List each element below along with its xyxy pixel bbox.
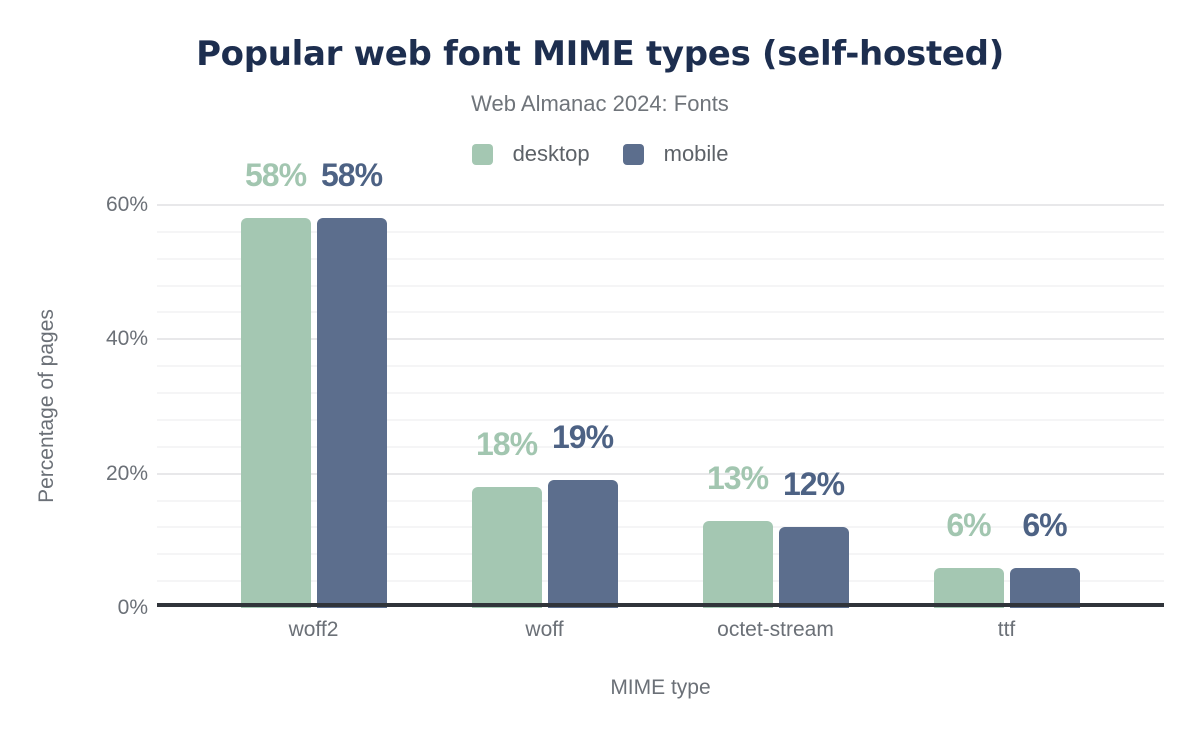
value-label-mobile-ttf: 6%: [1022, 506, 1067, 543]
value-label-desktop-octet-stream: 13%: [706, 459, 769, 496]
minor-gridline-16: [157, 499, 1164, 502]
x-tick-label-woff: woff: [525, 618, 564, 641]
legend-item-desktop: desktop: [471, 141, 590, 166]
minor-gridline-4: [157, 580, 1164, 583]
bar-group-woff2: 58% 58%: [198, 159, 429, 608]
chart-subtitle: Web Almanac 2024: Fonts: [471, 91, 729, 116]
bar-column-mobile-woff: 19%: [547, 419, 618, 608]
bar-group-woff: 18% 19%: [429, 421, 660, 608]
y-tick-label-0: 0%: [117, 596, 148, 619]
legend-swatch-mobile-icon: [622, 143, 644, 165]
bar-group-ttf: 6% 6%: [891, 509, 1122, 608]
bar-column-desktop-woff2: 58%: [240, 157, 311, 608]
bar-desktop-octet-stream: [702, 520, 773, 608]
minor-gridline-56: [157, 230, 1164, 233]
bar-column-desktop-woff: 18%: [471, 426, 542, 608]
bar-column-desktop-ttf: 6%: [933, 506, 1004, 608]
chart-title: Popular web font MIME types (self-hosted…: [196, 34, 1004, 74]
bar-column-desktop-octet-stream: 13%: [702, 459, 773, 608]
bar-desktop-ttf: [933, 567, 1004, 608]
value-label-desktop-woff2: 58%: [244, 157, 307, 194]
bar-mobile-woff2: [316, 218, 387, 608]
x-tick-label-octet-stream: octet-stream: [717, 618, 834, 641]
legend-label-desktop: desktop: [512, 141, 590, 166]
legend-item-mobile: mobile: [622, 141, 729, 166]
value-label-mobile-woff: 19%: [551, 419, 614, 456]
value-label-mobile-octet-stream: 12%: [782, 466, 845, 503]
x-axis-line: [157, 603, 1164, 607]
minor-gridline-24: [157, 445, 1164, 448]
minor-gridline-28: [157, 418, 1164, 421]
plot-area: 58% 58% 18% 19% 13% 12% 6% 6%: [157, 159, 1164, 608]
minor-gridline-12: [157, 526, 1164, 529]
x-tick-label-ttf: ttf: [997, 618, 1016, 641]
legend-swatch-desktop-icon: [471, 143, 493, 165]
bar-groups: 58% 58% 18% 19% 13% 12% 6% 6%: [157, 159, 1164, 608]
bar-column-mobile-ttf: 6%: [1009, 506, 1080, 608]
value-label-desktop-woff: 18%: [475, 426, 538, 463]
value-label-desktop-ttf: 6%: [946, 506, 991, 543]
bar-mobile-octet-stream: [778, 527, 849, 608]
major-gridline-40: [157, 338, 1164, 341]
y-tick-label-40: 40%: [105, 327, 148, 351]
value-label-mobile-woff2: 58%: [320, 157, 383, 194]
minor-gridline-8: [157, 553, 1164, 556]
bar-mobile-woff: [547, 480, 618, 608]
minor-gridline-52: [157, 257, 1164, 260]
bar-column-mobile-octet-stream: 12%: [778, 466, 849, 608]
x-tick-label-woff2: woff2: [288, 618, 339, 641]
minor-gridline-32: [157, 392, 1164, 395]
bar-group-octet-stream: 13% 12%: [660, 462, 891, 608]
major-gridline-20: [157, 472, 1164, 475]
y-tick-label-60: 60%: [105, 193, 148, 216]
bar-desktop-woff: [471, 487, 542, 608]
minor-gridline-36: [157, 365, 1164, 368]
x-axis-title: MIME type: [610, 676, 711, 699]
minor-gridline-48: [157, 284, 1164, 287]
bar-mobile-ttf: [1009, 567, 1080, 608]
minor-gridline-44: [157, 311, 1164, 314]
bar-desktop-woff2: [240, 218, 311, 608]
y-tick-label-20: 20%: [105, 461, 148, 485]
bar-column-mobile-woff2: 58%: [316, 157, 387, 608]
legend-label-mobile: mobile: [663, 141, 729, 166]
major-gridline-60: [157, 204, 1164, 206]
legend: desktop mobile: [0, 143, 1200, 165]
